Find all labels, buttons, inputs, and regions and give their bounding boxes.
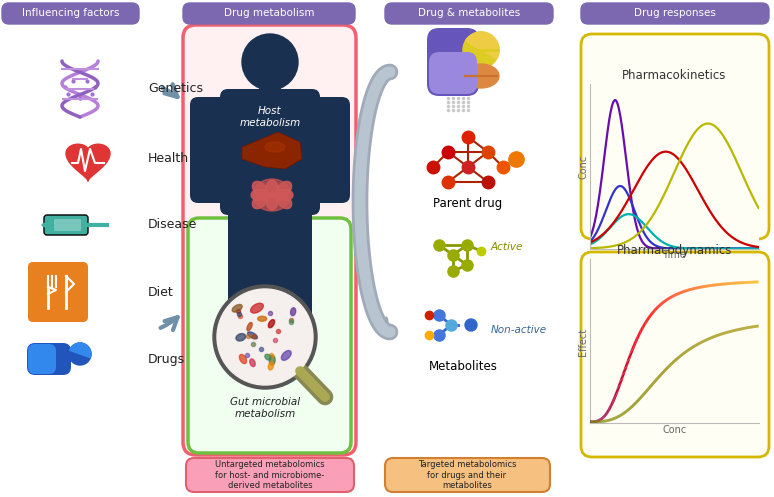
Ellipse shape bbox=[253, 179, 291, 211]
Text: Metabolites: Metabolites bbox=[429, 360, 498, 373]
X-axis label: Time: Time bbox=[663, 250, 686, 260]
Ellipse shape bbox=[282, 350, 291, 360]
Text: Active: Active bbox=[491, 242, 523, 252]
Ellipse shape bbox=[265, 354, 271, 360]
FancyBboxPatch shape bbox=[228, 195, 270, 344]
FancyBboxPatch shape bbox=[54, 219, 81, 231]
Ellipse shape bbox=[232, 305, 242, 312]
Ellipse shape bbox=[276, 181, 292, 197]
X-axis label: Conc: Conc bbox=[662, 425, 687, 435]
FancyBboxPatch shape bbox=[186, 458, 354, 492]
FancyBboxPatch shape bbox=[581, 252, 769, 457]
Text: Genetics: Genetics bbox=[148, 83, 203, 95]
Text: Host
metabolism: Host metabolism bbox=[239, 106, 300, 128]
Text: Untargeted metabolomics
for host- and microbiome-
derived metabolites: Untargeted metabolomics for host- and mi… bbox=[215, 460, 325, 490]
FancyBboxPatch shape bbox=[28, 344, 56, 374]
Ellipse shape bbox=[275, 189, 293, 201]
Text: Drugs: Drugs bbox=[148, 352, 185, 365]
FancyArrowPatch shape bbox=[43, 222, 49, 228]
Text: Disease: Disease bbox=[148, 219, 197, 232]
Ellipse shape bbox=[290, 308, 296, 316]
Text: Parent drug: Parent drug bbox=[433, 197, 502, 210]
FancyBboxPatch shape bbox=[188, 218, 351, 453]
Y-axis label: Effect: Effect bbox=[578, 328, 588, 355]
FancyBboxPatch shape bbox=[270, 195, 312, 344]
FancyBboxPatch shape bbox=[581, 3, 769, 24]
Ellipse shape bbox=[250, 359, 255, 367]
Text: Influencing factors: Influencing factors bbox=[22, 8, 119, 18]
Wedge shape bbox=[70, 343, 91, 358]
Text: Drug metabolism: Drug metabolism bbox=[224, 8, 314, 18]
Ellipse shape bbox=[269, 320, 275, 328]
FancyBboxPatch shape bbox=[190, 97, 234, 203]
FancyBboxPatch shape bbox=[385, 3, 553, 24]
Circle shape bbox=[69, 343, 91, 365]
Text: Non-active: Non-active bbox=[491, 325, 547, 335]
FancyBboxPatch shape bbox=[385, 458, 550, 492]
FancyBboxPatch shape bbox=[259, 60, 281, 102]
FancyBboxPatch shape bbox=[581, 34, 769, 239]
Polygon shape bbox=[242, 132, 302, 169]
Text: Health: Health bbox=[148, 153, 189, 166]
Text: Drug responses: Drug responses bbox=[634, 8, 716, 18]
Circle shape bbox=[242, 34, 298, 90]
Ellipse shape bbox=[236, 333, 245, 341]
FancyBboxPatch shape bbox=[427, 28, 479, 96]
Text: Gut microbial
metabolism: Gut microbial metabolism bbox=[230, 397, 300, 418]
FancyBboxPatch shape bbox=[183, 3, 355, 24]
Text: Drug & metabolites: Drug & metabolites bbox=[418, 8, 520, 18]
Wedge shape bbox=[465, 32, 499, 59]
Ellipse shape bbox=[269, 355, 276, 365]
Circle shape bbox=[463, 32, 499, 68]
Ellipse shape bbox=[266, 192, 278, 210]
Ellipse shape bbox=[265, 142, 285, 152]
FancyBboxPatch shape bbox=[2, 3, 139, 24]
FancyBboxPatch shape bbox=[28, 262, 88, 322]
FancyBboxPatch shape bbox=[27, 343, 71, 375]
Text: Diet: Diet bbox=[148, 285, 173, 299]
Circle shape bbox=[217, 289, 313, 385]
Title: Pharmacokinetics: Pharmacokinetics bbox=[622, 69, 726, 82]
Title: Pharmacodynamics: Pharmacodynamics bbox=[616, 244, 732, 257]
Ellipse shape bbox=[258, 316, 267, 321]
FancyBboxPatch shape bbox=[306, 97, 350, 203]
FancyBboxPatch shape bbox=[44, 215, 88, 235]
Ellipse shape bbox=[463, 64, 499, 88]
FancyBboxPatch shape bbox=[183, 25, 356, 455]
FancyBboxPatch shape bbox=[429, 52, 477, 94]
Ellipse shape bbox=[247, 323, 252, 331]
Ellipse shape bbox=[269, 362, 273, 370]
Ellipse shape bbox=[239, 354, 247, 364]
Ellipse shape bbox=[252, 193, 268, 209]
Ellipse shape bbox=[252, 181, 268, 197]
Circle shape bbox=[213, 285, 317, 389]
Ellipse shape bbox=[276, 193, 292, 209]
Ellipse shape bbox=[251, 189, 269, 201]
Text: Targeted metabolomics
for drugs and their
metabolites: Targeted metabolomics for drugs and thei… bbox=[418, 460, 516, 490]
Ellipse shape bbox=[266, 180, 278, 198]
Circle shape bbox=[465, 319, 477, 331]
FancyBboxPatch shape bbox=[220, 89, 320, 215]
Y-axis label: Conc: Conc bbox=[578, 155, 588, 178]
Ellipse shape bbox=[251, 303, 263, 313]
Ellipse shape bbox=[248, 332, 258, 339]
Polygon shape bbox=[66, 144, 110, 181]
